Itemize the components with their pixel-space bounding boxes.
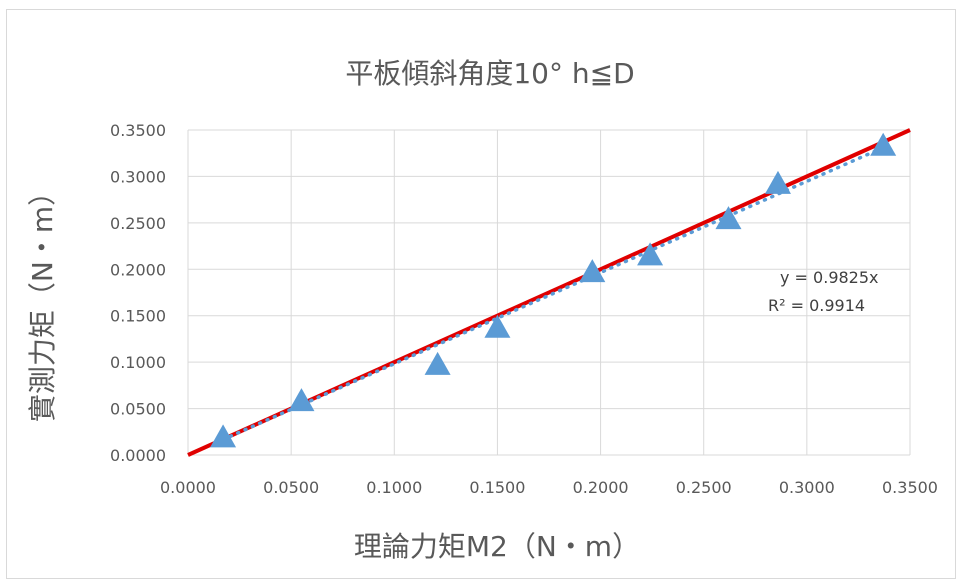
y-tick-label: 0.2000 [110, 260, 166, 279]
y-tick-label: 0.1000 [110, 353, 166, 372]
chart-frame [6, 9, 956, 579]
x-tick-label: 0.1000 [366, 478, 422, 497]
y-tick-label: 0.3000 [110, 167, 166, 186]
chart-title: 平板傾斜角度10° h≦D [345, 57, 634, 90]
trendline-r-squared: R² = 0.9914 [768, 296, 865, 315]
trendline [221, 145, 885, 442]
trendline-equation: y = 0.9825x [780, 268, 879, 287]
data-point [484, 314, 511, 338]
y-tick-label: 0.1500 [110, 307, 166, 326]
y-tick-label: 0.3500 [110, 121, 166, 140]
x-tick-labels: 0.0000 0.0500 0.1000 0.1500 0.2000 0.2500 0.30… [160, 478, 938, 497]
data-point [764, 170, 791, 194]
y-tick-label: 0.2500 [110, 214, 166, 233]
x-tick-label: 0.3000 [779, 478, 835, 497]
data-point [210, 424, 237, 448]
x-tick-label: 0.2000 [573, 478, 629, 497]
trendline-layer [221, 145, 885, 442]
x-tick-label: 0.0500 [263, 478, 319, 497]
data-point [579, 259, 606, 283]
data-points [210, 132, 897, 448]
x-tick-label: 0.0000 [160, 478, 216, 497]
data-point [424, 351, 451, 375]
data-point [637, 242, 664, 266]
y-tick-labels: 0.0000 0.0500 0.1000 0.1500 0.2000 0.2500 0.30… [110, 121, 166, 465]
x-tick-label: 0.1500 [469, 478, 525, 497]
x-axis-title: 理論力矩M2（N・m） [354, 530, 640, 563]
data-point [715, 206, 742, 230]
y-tick-label: 0.0500 [110, 400, 166, 419]
x-tick-label: 0.2500 [676, 478, 732, 497]
data-point [870, 132, 897, 156]
data-point [288, 388, 315, 412]
y-tick-label: 0.0000 [110, 446, 166, 465]
x-tick-label: 0.3500 [882, 478, 938, 497]
y-axis-title: 實測力矩（N・m） [26, 178, 59, 422]
